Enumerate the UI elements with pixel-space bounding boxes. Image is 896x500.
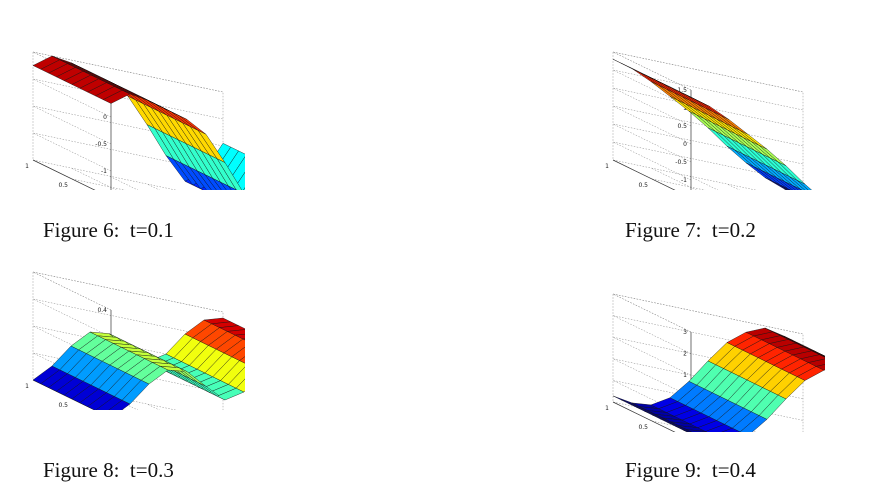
surface: [612, 59, 812, 190]
surface-patch: [197, 170, 217, 190]
y-tick-label: 1: [25, 163, 29, 170]
surface-patch: [216, 158, 243, 190]
wall-gridline: [612, 69, 804, 111]
wall-gridline: [612, 141, 804, 183]
z-tick-label: 0: [683, 141, 687, 148]
y-tick-label: 0.5: [58, 182, 68, 189]
wall-gridline: [32, 352, 224, 394]
z-tick-label: 0: [103, 114, 107, 121]
surface-plot-9-svg: 3210-1-200.20.40.60.8110.50: [605, 293, 825, 432]
surface-patch: [783, 188, 787, 190]
surface-patch: [220, 182, 232, 190]
surface-patch: [181, 163, 207, 190]
wall-gridline: [612, 51, 804, 93]
surface: [32, 55, 245, 190]
wall-gridline: [32, 51, 224, 93]
surface-patch: [220, 360, 245, 385]
wall-gridline: [32, 78, 224, 120]
floor-gridline: [688, 175, 719, 190]
wall-gridline: [612, 293, 804, 335]
z-tick-label: 1: [683, 372, 687, 379]
z-tick-label: -1: [681, 177, 687, 184]
z-tick-label: 0.5: [677, 123, 687, 130]
surface-patch: [815, 364, 825, 371]
wall-gridline: [32, 379, 177, 410]
surface-patch: [686, 429, 708, 432]
wall-gridline: [32, 132, 224, 174]
z-tick-label: 2: [683, 351, 687, 358]
surface-patch: [819, 354, 825, 358]
surface-patch: [780, 185, 791, 190]
y-tick-label: 0.5: [58, 402, 68, 409]
surface-patch: [769, 174, 793, 190]
back-wall-edge: [612, 51, 692, 160]
surface-patch: [218, 325, 245, 332]
wall-gridline: [32, 271, 224, 313]
y-tick-label: 1: [605, 163, 609, 170]
y-tick-label: 0.5: [638, 424, 648, 431]
surface-plot-6-svg: 0.50-0.5-1-1.500.20.40.60.8110.50: [25, 51, 245, 190]
surface-patch: [792, 185, 802, 190]
z-tick-label: -0.5: [95, 141, 107, 148]
z-tick-label: 1.5: [677, 87, 687, 94]
figure-9-caption: Figure 9: t=0.4: [625, 458, 756, 482]
surface-plot-figure-8: 0.40.20-0.2-0.400.20.40.60.8110.50: [5, 250, 245, 410]
surface-patch: [777, 177, 796, 190]
z-tick-label: -0.5: [675, 159, 687, 166]
floor-gridline: [70, 167, 117, 190]
surface-patch: [789, 176, 809, 190]
surface-patch: [239, 356, 245, 364]
surface-patch: [243, 187, 245, 190]
surface-plot-7-svg: 1.510.50-0.5-1-1.500.20.40.60.8110.50: [605, 51, 812, 190]
surface-patch: [226, 329, 245, 336]
floor-gridline: [650, 167, 697, 190]
surface-patch: [807, 358, 825, 367]
wall-gridline: [32, 298, 224, 340]
surface-patch: [781, 172, 806, 190]
surface-patch: [234, 333, 245, 340]
surface-patch: [675, 426, 692, 432]
wall-gridline: [612, 87, 804, 129]
surface: [612, 327, 825, 432]
y-axis-line: [612, 159, 676, 190]
z-tick-label: 0.4: [97, 307, 107, 314]
z-tick-label: 1: [683, 105, 687, 112]
y-tick-label: 1: [605, 405, 609, 412]
surface-patch: [799, 354, 825, 363]
y-tick-label: 1: [25, 383, 29, 390]
z-tick-label: -1: [101, 168, 107, 175]
surface-patch: [800, 189, 803, 190]
surface-patch: [231, 346, 245, 361]
surface-plot-figure-7: 1.510.50-0.5-1-1.500.20.40.60.8110.50: [585, 30, 825, 190]
figure-6-caption: Figure 6: t=0.1: [43, 218, 174, 242]
surface-patch: [784, 181, 799, 190]
surface-patch: [189, 166, 212, 190]
surface-patch: [788, 188, 791, 190]
surface-patch: [683, 429, 689, 432]
figure-7-caption: Figure 7: t=0.2: [625, 218, 756, 242]
surface-plot-figure-6: 0.50-0.5-1-1.500.20.40.60.8110.50: [5, 30, 245, 190]
surface-patch: [212, 178, 227, 190]
surface-patch: [242, 338, 245, 341]
figure-8-caption: Figure 8: t=0.3: [43, 458, 174, 482]
z-tick-label: 3: [683, 329, 687, 336]
surface-patch: [797, 180, 812, 190]
y-axis-line: [32, 159, 96, 190]
surface-patch: [667, 422, 693, 432]
surface-plot-8-svg: 0.40.20-0.2-0.400.20.40.60.8110.50: [25, 271, 245, 410]
surface-plot-figure-9: 3210-1-200.20.40.60.8110.50: [585, 272, 825, 432]
surface-patch: [235, 378, 245, 393]
surface-patch: [228, 185, 237, 190]
surface-patch: [223, 338, 245, 358]
surface-patch: [228, 366, 245, 389]
wall-gridline: [612, 159, 757, 190]
surface: [32, 317, 245, 410]
surface-patch: [204, 174, 222, 190]
wall-gridline: [32, 159, 177, 190]
floor-gridline: [108, 175, 139, 190]
floor-gridline: [146, 403, 160, 410]
wall-gridline: [32, 325, 224, 367]
y-tick-label: 0.5: [638, 182, 648, 189]
y-axis-line: [612, 401, 676, 432]
